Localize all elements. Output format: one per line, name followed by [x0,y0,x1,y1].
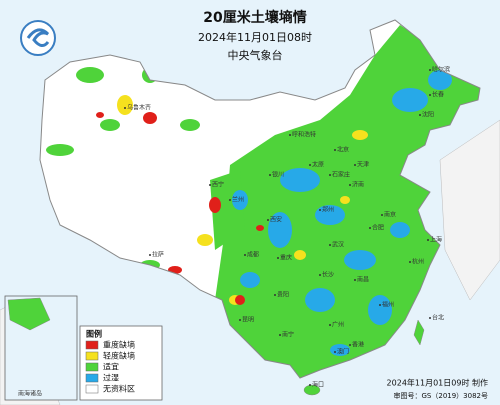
city-label: 长春 [432,91,444,99]
city-label: 北京 [337,146,349,154]
city-label: 沈阳 [422,111,434,119]
city-dot [149,254,151,256]
severe-drought-areas [96,112,264,305]
legend-label: 无资料区 [103,384,135,394]
issuer: 中央气象台 [228,48,283,62]
city-dot [267,219,269,221]
city-label: 福州 [382,301,394,309]
city-dot [349,184,351,186]
footer-made: 2024年11月01日09时 制作 [387,378,488,388]
city-dot [244,254,246,256]
city-label: 香港 [352,341,364,349]
city-label: 昆明 [242,317,254,324]
legend-label: 适宜 [103,362,119,372]
city-label: 南宁 [282,331,294,339]
inset-land [7,297,51,331]
city-dot [379,304,381,306]
city-dot [279,334,281,336]
city-label: 太原 [312,161,324,169]
legend-title: 图例 [86,329,102,339]
city-label: 兰州 [232,196,244,204]
city-dot [429,317,431,319]
city-label: 天津 [357,162,369,169]
city-dot [239,319,241,321]
city-dot [429,69,431,71]
city-label: 广州 [332,321,344,329]
city-label: 武汉 [332,241,344,249]
footer-approval: 审图号：GS（2019）3082号 [394,391,489,400]
legend-swatch [85,362,99,372]
city-dot [427,239,429,241]
city-dot [381,214,383,216]
city-label: 成都 [247,251,259,259]
title: 20厘米土壤墒情 [203,9,306,26]
date: 2024年11月01日08时 [198,30,312,44]
city-dot [334,351,336,353]
city-dot [354,164,356,166]
city-label: 南昌 [357,276,369,284]
city-dot [124,107,126,109]
legend-label: 轻度缺墒 [103,351,135,361]
city-dot [329,244,331,246]
city-label: 石家庄 [332,171,350,179]
city-dot [429,94,431,96]
city-dot [209,184,211,186]
city-label: 长沙 [322,271,334,279]
city-dot [409,261,411,263]
legend-swatch [85,384,99,394]
city-label: 澳门 [337,348,349,356]
city-dot [419,114,421,116]
city-dot [329,174,331,176]
city-dot [274,294,276,296]
city-dot [354,279,356,281]
city-label: 杭州 [412,258,424,266]
china-border [39,19,481,379]
city-dot [329,324,331,326]
legend-swatch [85,340,99,350]
city-dot [289,134,291,136]
taiwan [413,319,425,346]
city-dot [309,164,311,166]
city-label: 重庆 [280,254,292,262]
logo [20,20,56,56]
city-dot [319,209,321,211]
city-label: 拉萨 [152,251,164,259]
city-dot [269,174,271,176]
wet-areas [232,70,452,356]
city-dot [229,199,231,201]
city-label: 海口 [312,381,324,389]
hainan [303,384,321,396]
logo-mark [26,28,50,47]
city-dot [334,149,336,151]
city-dot [319,274,321,276]
legend-label: 重度缺墒 [103,340,135,350]
legend-swatch [85,373,99,383]
city-dot [277,257,279,259]
city-label: 哈尔滨 [432,66,450,74]
legend-label: 过湿 [103,373,119,383]
city-label: 西安 [270,216,282,224]
city-label: 郑州 [322,206,334,214]
legend-swatch [85,351,99,361]
city-label: 呼和浩特 [292,131,316,139]
city-label: 西宁 [212,181,224,189]
city-label: 南京 [384,211,396,219]
inset-label: 南海诸岛 [18,390,42,398]
city-label: 上海 [430,236,442,244]
city-label: 乌鲁木齐 [127,104,151,112]
city-label: 济南 [352,181,364,189]
city-label: 银川 [272,171,284,179]
city-dot [349,344,351,346]
city-dot [309,384,311,386]
city-label: 合肥 [372,224,384,232]
city-dot [369,227,371,229]
city-label: 贵阳 [277,291,289,299]
suitable-area [210,170,245,250]
city-label: 台北 [432,314,444,322]
